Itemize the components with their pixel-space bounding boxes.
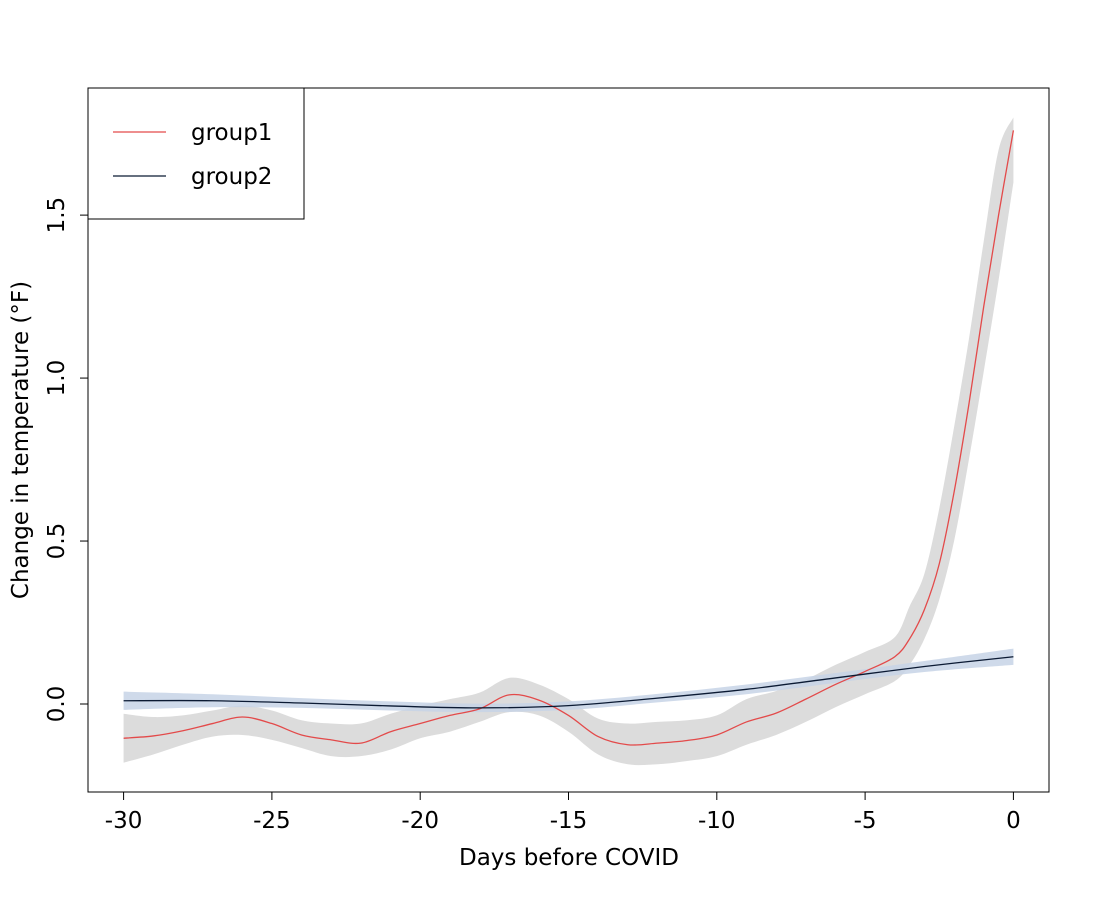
- x-tick-label: -30: [105, 808, 143, 834]
- x-axis: -30 -25 -20 -15 -10 -5 0: [105, 791, 1021, 834]
- confidence-bands: [123, 117, 1014, 766]
- series-lines: [123, 130, 1015, 746]
- legend: group1 group2: [87, 87, 305, 220]
- y-tick-label: 0.5: [44, 523, 70, 560]
- legend-label-group2: group2: [191, 164, 272, 190]
- y-tick-label: 1.0: [44, 360, 70, 397]
- x-tick-label: -15: [550, 808, 588, 834]
- legend-label-group1: group1: [191, 120, 272, 146]
- series-line-group2: [123, 656, 1014, 709]
- x-tick-label: -5: [854, 808, 877, 834]
- y-axis: 0.0 0.5 1.0 1.5: [44, 197, 89, 723]
- x-tick-label: 0: [1006, 808, 1021, 834]
- series-line-group1: [123, 130, 1015, 746]
- y-axis-title: Change in temperature (°F): [8, 281, 34, 599]
- x-axis-title: Days before COVID: [459, 845, 679, 871]
- y-tick-label: 1.5: [44, 197, 70, 234]
- legend-box: [87, 87, 305, 220]
- x-tick-label: -10: [698, 808, 736, 834]
- confidence-band-group2: [123, 648, 1014, 713]
- x-tick-label: -25: [253, 808, 291, 834]
- x-tick-label: -20: [401, 808, 439, 834]
- y-tick-label: 0.0: [44, 686, 70, 723]
